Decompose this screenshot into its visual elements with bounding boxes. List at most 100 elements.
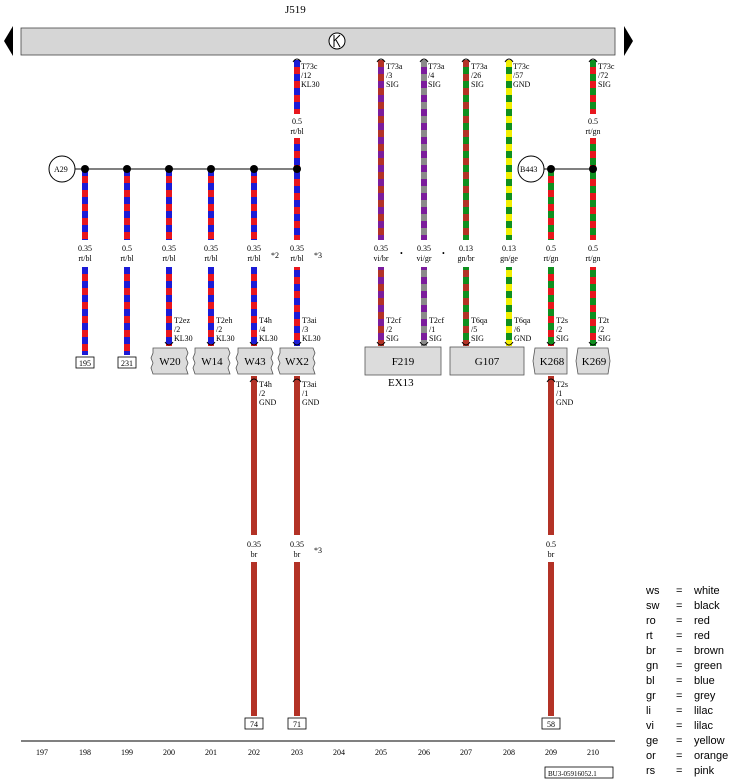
legend-color-name: orange (694, 750, 729, 762)
legend-row: gr = grey (646, 689, 740, 704)
connector-label: T73c/72 SIG (598, 62, 615, 89)
doc-code-box (544, 766, 614, 779)
legend-row: gn = green (646, 659, 740, 674)
legend-row: ge = yellow (646, 734, 740, 749)
junction-b443-label: B443 (520, 165, 537, 174)
junction-dot (250, 165, 258, 173)
connector-label: T73c/12 KL30 (301, 62, 320, 89)
connectors-bottom: T2ez/2 KL30 T2eh/2 KL30 T4h/4 KL30 T3ai/3 KL… (174, 316, 611, 343)
components: W20 W14 W43 WX2 F219 G107 K268 K269 (150, 346, 611, 376)
component-w43[interactable] (235, 347, 274, 375)
legend-eq: = (676, 645, 683, 657)
component-w14-label: W14 (201, 356, 223, 368)
connector-label: T2cf/2 SIG (386, 316, 401, 343)
component-w14[interactable] (192, 347, 231, 375)
junction-dot (207, 165, 215, 173)
connector-label: T2s/2 SIG (556, 316, 569, 343)
junction-a29 (48, 155, 76, 183)
legend-row: br = brown (646, 644, 740, 659)
terminal-arc (588, 58, 598, 63)
reference-box[interactable] (117, 356, 137, 369)
legend-color-name: black (694, 600, 720, 612)
component-title: J519 (285, 4, 306, 16)
terminal-arc (249, 378, 259, 383)
wire-label: 0.5 rt/gn (543, 244, 558, 263)
legend-eq: = (676, 675, 683, 687)
reference-box[interactable] (287, 717, 307, 730)
component-wx2[interactable] (277, 347, 316, 375)
component-wx2-label: WX2 (285, 356, 309, 368)
legend-eq: = (676, 630, 683, 642)
component-f219[interactable] (364, 346, 442, 376)
legend-color-name: grey (694, 690, 716, 702)
terminal-arc (376, 58, 386, 63)
legend-eq: = (676, 765, 683, 777)
wires (82, 58, 598, 716)
legend-eq: = (676, 615, 683, 627)
terminal-arc (419, 58, 429, 63)
terminal-arc (164, 341, 174, 346)
legend-row: bl = blue (646, 674, 740, 689)
component-k269[interactable] (575, 347, 611, 375)
junction-b443 (517, 155, 545, 183)
legend-color-name: lilac (694, 720, 713, 732)
wire-label: 0.35 br (247, 540, 261, 559)
wire-label: 0.5 rt/gn (585, 244, 600, 263)
connector-label: T4h/2 GND (259, 380, 277, 407)
legend-abbr: bl (646, 675, 655, 687)
wire-label: 0.5 rt/bl (290, 117, 304, 136)
legend-color-name: green (694, 660, 723, 672)
reference-number: 71 (293, 720, 301, 729)
legend-abbr: or (646, 750, 656, 762)
wire-label: 0.35 rt/bl (290, 244, 304, 263)
legend-abbr: rs (646, 765, 656, 777)
terminal-arc (504, 341, 514, 346)
legend-color-name: lilac (694, 705, 713, 717)
junction-a29-label: A29 (54, 165, 68, 174)
reference-number: 231 (121, 359, 133, 368)
legend-abbr: gn (646, 660, 659, 672)
connector-label: T2eh/2 KL30 (216, 316, 235, 343)
legend-eq: = (676, 750, 683, 762)
column-number: 198 (79, 748, 91, 757)
reference-box[interactable] (244, 717, 264, 730)
connectors-lower: T4h/2 GND T3ai/1 GND T2s/1 GND (259, 380, 574, 407)
legend-eq: = (676, 735, 683, 747)
reference-box[interactable] (75, 356, 95, 369)
legend-row: rs = pink (646, 764, 740, 779)
legend-row: sw = black (646, 599, 740, 614)
junction-dots (81, 165, 597, 173)
wire-label: 0.35 br (290, 540, 304, 559)
doc-code: BU3-05916052.1 (548, 770, 597, 778)
wire-label: 0.13 gn/br (458, 244, 475, 263)
control-unit-bar (20, 27, 616, 56)
connector-label: T2ez/2 KL30 (174, 316, 193, 343)
connector-label: T73a/3 SIG (386, 62, 403, 89)
component-k268[interactable] (532, 347, 568, 375)
terminal-arc (461, 58, 471, 63)
wire-label: 0.35 rt/bl (78, 244, 92, 263)
reference-box[interactable] (541, 717, 561, 730)
relay-coil-icon (328, 32, 346, 50)
legend-eq: = (676, 600, 683, 612)
component-w20[interactable] (150, 347, 189, 375)
page-prev-arrow[interactable] (4, 26, 13, 56)
legend-eq: = (676, 705, 683, 717)
wire-label: 0.13 gn/ge (500, 244, 518, 263)
component-g107[interactable] (449, 346, 525, 376)
legend-abbr: ro (646, 615, 656, 627)
column-number: 202 (248, 748, 260, 757)
terminal-arc (588, 341, 598, 346)
terminal-arc (546, 341, 556, 346)
page-next-arrow[interactable] (624, 26, 633, 56)
column-numbers: 197 198 199 200 201 202 203 204 205 206 … (36, 748, 599, 757)
legend-color-name: yellow (694, 735, 725, 747)
legend-row: vi = lilac (646, 719, 740, 734)
connector-label: T2cf/1 SIG (429, 316, 444, 343)
legend-color-name: red (694, 615, 710, 627)
legend-eq: = (676, 585, 683, 597)
column-number: 200 (163, 748, 175, 757)
terminal-arc (249, 341, 259, 346)
footnote-marker: *3 (314, 546, 322, 555)
junction-dot (589, 165, 597, 173)
